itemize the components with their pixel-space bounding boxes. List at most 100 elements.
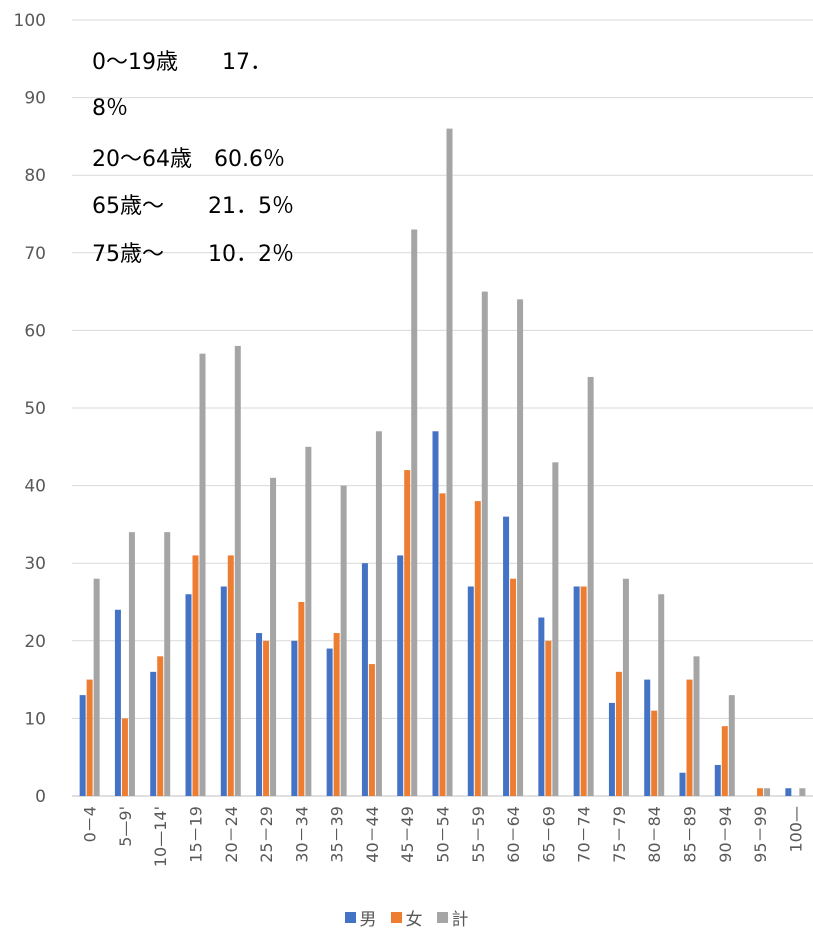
y-tick-label: 0 (35, 787, 46, 807)
bar-total (164, 532, 171, 796)
x-tick-label: 55－59 (469, 806, 488, 863)
bar-male (397, 555, 404, 796)
bar-female (404, 470, 411, 796)
bar-female (439, 493, 446, 796)
bar-total (622, 578, 629, 796)
x-tick-label: 90－94 (716, 806, 735, 863)
bar-total (128, 532, 135, 796)
bar-male (79, 695, 86, 796)
bar-female (227, 555, 234, 796)
x-tick-label: 60－64 (504, 806, 523, 863)
bar-male (361, 563, 368, 796)
x-tick-label: 0－4 (81, 806, 100, 842)
legend-swatch-total (436, 912, 448, 923)
bar-male (679, 772, 686, 796)
x-tick-label: 95－99 (751, 806, 770, 863)
bar-male (326, 648, 333, 796)
bar-total (799, 788, 806, 796)
bar-chart: 0 10 20 30 40 50 60 70 80 90 100 0－4 5—9' 10—14' 15－1… (14, 11, 813, 867)
legend-swatch-male (344, 912, 356, 923)
y-tick-label: 60 (24, 321, 46, 341)
bar-male (291, 640, 298, 796)
legend-label-female: 女 (405, 910, 423, 930)
x-tick-label: 45－49 (398, 806, 417, 863)
x-tick-label: 85－89 (681, 806, 700, 863)
bar-total (305, 446, 312, 796)
bars (79, 128, 806, 796)
bar-female (368, 664, 375, 796)
bar-female (192, 555, 199, 796)
bar-male (608, 702, 615, 796)
bar-male (644, 679, 651, 796)
bar-male (150, 671, 157, 796)
annotation-line-5: 75歳～ 10．2％ (92, 242, 294, 267)
bar-female (474, 501, 481, 796)
x-tick-label: 35－39 (328, 806, 347, 863)
bar-female (333, 633, 340, 796)
bar-total (446, 128, 453, 796)
bar-male (256, 633, 263, 796)
bar-female (580, 586, 587, 796)
bar-total (517, 299, 524, 796)
bar-male (573, 586, 580, 796)
bar-total (340, 485, 347, 796)
bar-total (481, 291, 488, 796)
x-tick-label: 30－34 (292, 806, 311, 863)
legend-label-male: 男 (359, 910, 377, 930)
bar-total (728, 695, 735, 796)
bar-female (615, 671, 622, 796)
annotation-line-4: 65歳～ 21．5％ (92, 194, 294, 219)
bar-total (93, 578, 100, 796)
bar-male (785, 788, 792, 796)
bar-female (86, 679, 93, 796)
x-tick-label: 15－19 (187, 806, 206, 863)
bar-total (658, 594, 665, 796)
bar-female (510, 578, 517, 796)
y-tick-label: 10 (24, 709, 46, 729)
bar-male (538, 617, 545, 796)
legend-swatch-female (390, 912, 402, 923)
bar-total (375, 431, 382, 796)
x-tick-label: 5—9' (116, 806, 135, 847)
x-tick-label: 80－84 (645, 806, 664, 863)
y-tick-label: 20 (24, 632, 46, 652)
annotation-line-1: 0～19歳 17． (92, 50, 272, 75)
bar-male (432, 431, 439, 796)
bar-male (467, 586, 474, 796)
y-tick-label: 80 (24, 166, 46, 186)
bar-total (587, 376, 594, 796)
annotation-line-2: 8％ (92, 96, 128, 121)
x-tick-label: 10—14' (151, 806, 170, 867)
y-tick-label: 50 (24, 399, 46, 419)
annotation-line-3: 20～64歳 60.6％ (92, 147, 285, 172)
bar-female (686, 679, 693, 796)
x-tick-label: 75－79 (610, 806, 629, 863)
legend-item-total: 計 (436, 905, 469, 930)
bar-total (270, 477, 277, 796)
y-tick-label: 40 (24, 477, 46, 497)
x-tick-label: 50－54 (434, 806, 453, 863)
x-tick-label: 40－44 (363, 806, 382, 863)
x-tick-label: 65－69 (539, 806, 558, 863)
bar-male (114, 609, 121, 796)
x-tick-label: 25－29 (257, 806, 276, 863)
bar-female (545, 640, 552, 796)
legend: 男 女 計 (0, 905, 813, 930)
bar-female (298, 602, 305, 796)
x-tick-label: 70－74 (575, 806, 594, 863)
bar-male (503, 516, 510, 796)
bar-male (185, 594, 192, 796)
bar-total (199, 353, 206, 796)
y-axis-ticks: 0 10 20 30 40 50 60 70 80 90 100 (14, 11, 46, 807)
bar-female (757, 788, 764, 796)
bar-male (714, 764, 721, 796)
bar-total (411, 229, 418, 796)
bar-total (764, 788, 771, 796)
x-axis-ticks: 0－4 5—9' 10—14' 15－19 20－24 25－29 30－34 35－39 40… (81, 806, 806, 867)
x-tick-label: 100— (786, 806, 805, 853)
y-tick-label: 90 (24, 89, 46, 109)
legend-item-male: 男 (344, 905, 377, 930)
bar-total (693, 656, 700, 796)
bar-total (234, 345, 241, 796)
bar-male (220, 586, 227, 796)
